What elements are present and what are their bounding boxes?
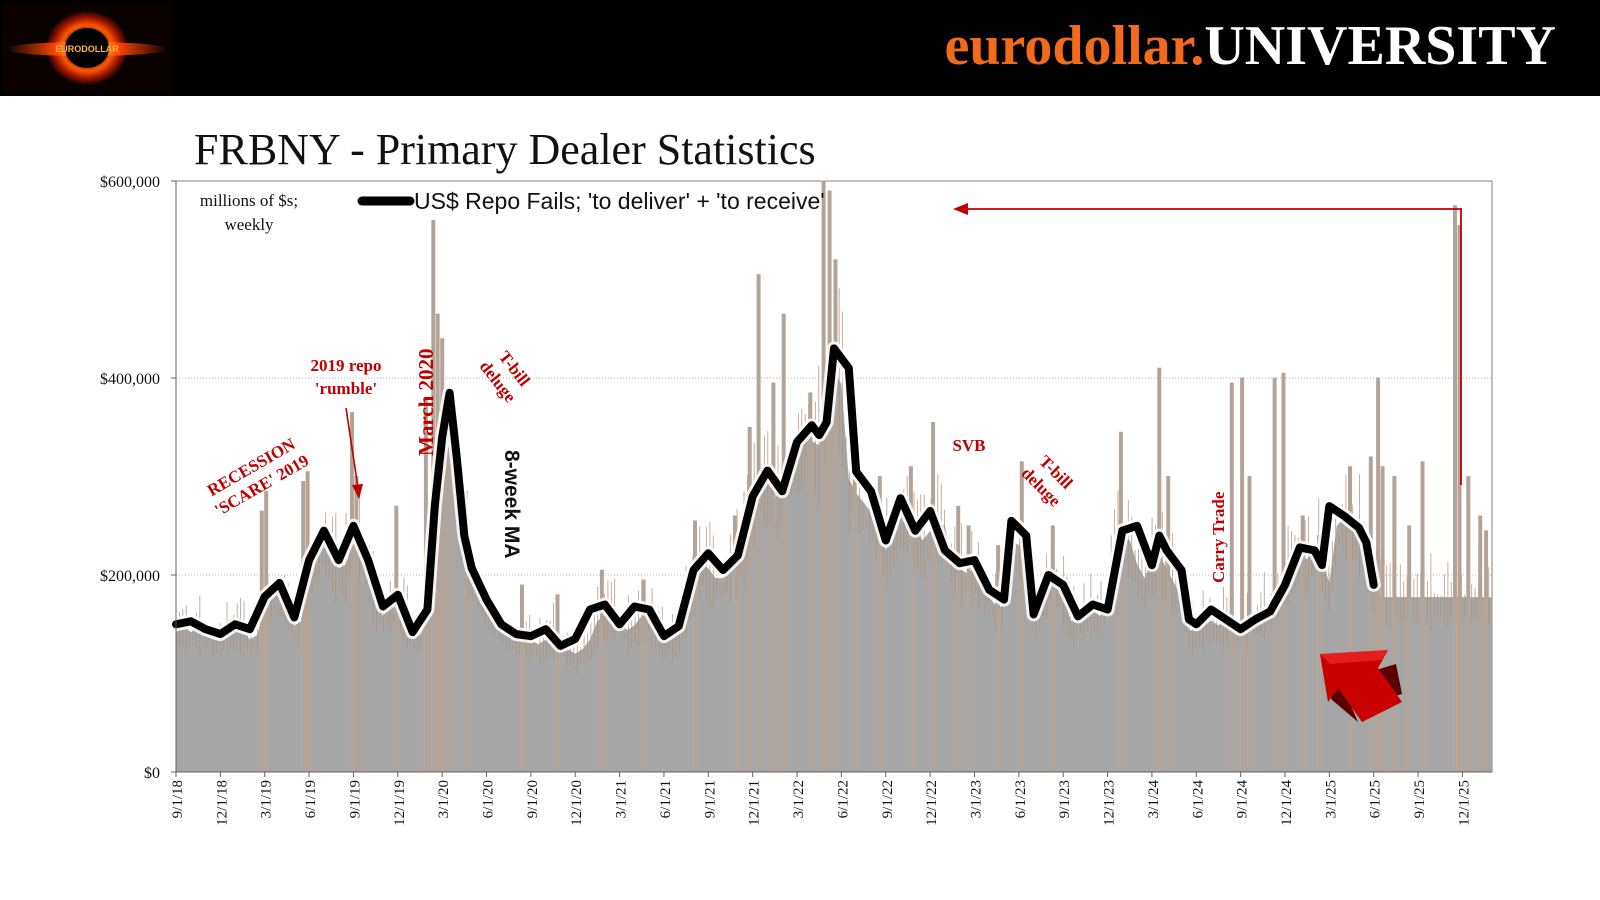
x-tick-label: 6/1/22 <box>835 780 851 818</box>
weekly-spike <box>394 505 399 773</box>
x-tick-label: 9/1/21 <box>702 780 718 818</box>
annotation-8-week-ma: 8-week MA <box>500 450 523 559</box>
weekly-spike <box>259 510 264 773</box>
brand-eurodollar: eurodollar. <box>944 15 1205 77</box>
weekly-spike <box>520 584 525 773</box>
x-tick-label: 12/1/25 <box>1456 780 1472 826</box>
x-tick-label: 12/1/20 <box>569 780 585 826</box>
weekly-spike <box>1484 530 1489 773</box>
logo-image: EURODOLLAR <box>2 2 172 94</box>
weekly-spike <box>827 190 832 773</box>
x-tick-label: 12/1/23 <box>1102 780 1118 826</box>
weekly-spike <box>1272 377 1277 773</box>
weekly-spike <box>349 412 354 773</box>
x-tick-label: 6/1/25 <box>1368 780 1384 818</box>
y-tick-label: $0 <box>144 765 160 782</box>
y-tick-label: $400,000 <box>100 371 160 388</box>
weekly-spike <box>781 313 786 773</box>
x-tick-label: 9/1/23 <box>1057 780 1073 818</box>
weekly-spike <box>1019 461 1024 773</box>
weekly-spike <box>756 274 761 773</box>
weekly-spike <box>1118 431 1123 773</box>
x-tick-label: 9/1/19 <box>347 780 363 818</box>
weekly-spike <box>808 392 813 773</box>
weekly-spike <box>1157 367 1162 773</box>
weekly-spike <box>1466 476 1471 773</box>
weekly-spike <box>1453 205 1458 773</box>
x-tick-label: 3/1/24 <box>1146 780 1162 819</box>
x-tick-label: 6/1/23 <box>1013 780 1029 818</box>
x-tick-label: 12/1/21 <box>747 780 763 826</box>
weekly-spike <box>1166 476 1171 773</box>
weekly-spike <box>305 471 310 773</box>
chart-title: FRBNY - Primary Dealer Statistics <box>194 125 816 174</box>
weekly-spike <box>956 505 961 773</box>
big-red-arrow-icon <box>1320 650 1402 722</box>
rumble-arrowhead <box>352 484 363 499</box>
weekly-spike <box>1229 382 1234 773</box>
x-tick-label: 3/1/19 <box>259 780 275 818</box>
x-tick-label: 6/1/21 <box>658 780 674 818</box>
weekly-spike <box>1368 456 1373 773</box>
ma-line-8-week <box>172 344 1378 650</box>
header-bar: EURODOLLAR eurodollar.UNIVERSITY <box>0 0 1600 96</box>
annotation-2019-repo: 2019 repo <box>311 356 382 375</box>
annotation-svb: SVB <box>952 436 985 455</box>
x-tick-label: 3/1/22 <box>791 780 807 818</box>
x-tick-label: 12/1/19 <box>392 780 408 826</box>
weekly-spike <box>852 446 857 773</box>
x-tick-label: 6/1/24 <box>1190 780 1206 819</box>
x-tick-label: 9/1/20 <box>525 780 541 818</box>
brand-university: UNIVERSITY <box>1204 15 1556 77</box>
weekly-spike <box>1050 525 1055 773</box>
weekly-spike <box>301 480 306 773</box>
weekly-spike <box>1380 466 1385 773</box>
weekly-spike <box>1420 461 1425 773</box>
weekly-spike <box>264 490 269 773</box>
weekly-spike <box>931 421 936 773</box>
x-tick-label: 3/1/25 <box>1323 780 1339 818</box>
x-tick-label: 12/1/22 <box>924 780 940 826</box>
y-tick-label: $200,000 <box>100 568 160 585</box>
weekly-spike <box>1392 476 1397 773</box>
black-hole-logo-icon: EURODOLLAR <box>2 2 172 94</box>
weekly-spike <box>833 259 838 773</box>
weekly-spike <box>771 382 776 773</box>
x-tick-label: 9/1/22 <box>880 780 896 818</box>
weekly-spike <box>1240 377 1245 773</box>
annotation-march-2020: March 2020 <box>414 348 438 456</box>
x-tick-label: 9/1/24 <box>1235 780 1251 819</box>
rumble-arrow <box>345 407 359 489</box>
x-tick-label: 3/1/21 <box>614 780 630 818</box>
x-tick-label: 3/1/23 <box>969 780 985 818</box>
x-tick-label: 9/1/18 <box>170 780 186 818</box>
x-tick-label: 12/1/18 <box>214 780 230 826</box>
weekly-spike <box>821 180 826 773</box>
y-tick-label: $600,000 <box>100 174 160 191</box>
weekly-spike <box>747 426 752 773</box>
logo-text: EURODOLLAR <box>55 44 119 54</box>
x-tick-label: 6/1/19 <box>303 780 319 818</box>
x-tick-label: 3/1/20 <box>436 780 452 818</box>
units-note-line1: millions of $s; <box>200 191 298 210</box>
units-note-line2: weekly <box>224 215 274 234</box>
legend-label: US$ Repo Fails; 'to deliver' + 'to recei… <box>414 188 825 214</box>
weekly-spike <box>1407 525 1412 773</box>
weekly-spike <box>555 594 560 773</box>
annotation-rumble: 'rumble' <box>315 379 377 398</box>
x-tick-label: 12/1/24 <box>1279 780 1295 826</box>
x-tick-label: 6/1/20 <box>481 780 497 818</box>
annotation-carry-trade: Carry Trade <box>1209 491 1228 583</box>
brand-title: eurodollar.UNIVERSITY <box>945 10 1556 82</box>
weekly-spike <box>1478 515 1483 773</box>
top-arrowhead <box>953 203 968 215</box>
x-tick-label: 9/1/25 <box>1412 780 1428 818</box>
